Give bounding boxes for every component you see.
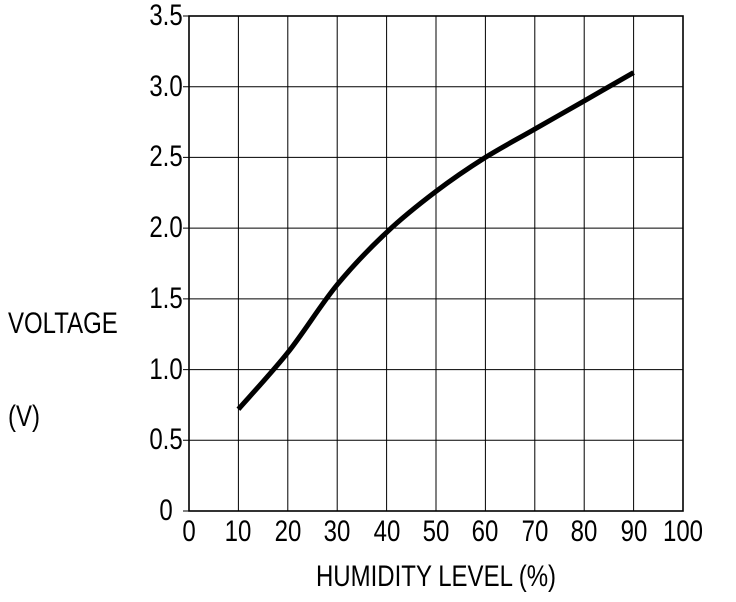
y-tick-label: 0.5 [149,423,183,457]
x-tick-label: 70 [521,515,549,548]
x-tick-label: 100 [662,515,704,548]
x-tick-label: 60 [472,515,499,548]
y-tick-label: 2.0 [149,211,183,245]
x-tick-label: 90 [620,515,647,548]
x-tick-label: 10 [225,515,252,548]
x-tick-label: 30 [323,515,351,548]
x-tick-label: 20 [274,515,302,548]
x-tick-label: 50 [422,515,450,548]
grid-lines [183,15,684,512]
y-tick-label: 3.0 [149,69,183,103]
y-axis-title-line1: VOLTAGE [8,307,118,340]
y-tick-label: 3.5 [149,0,183,32]
y-tick-label: 1.5 [149,281,183,315]
voltage-curve [236,70,635,411]
y-tick-label: 0 [159,494,173,527]
plot-border [188,15,684,512]
x-tick-label: 40 [373,515,400,548]
x-tick-label: 80 [570,515,598,548]
y-tick-label: 1.0 [149,352,183,386]
y-axis-title-line2: (V) [8,400,40,433]
x-tick-label: 0 [182,515,196,548]
x-axis-title: HUMIDITY LEVEL (%) [315,560,557,593]
y-tick-label: 2.5 [149,140,183,174]
y-axis-title: VOLTAGE (V) [8,246,118,494]
